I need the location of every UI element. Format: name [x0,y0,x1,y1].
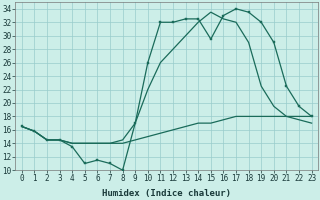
X-axis label: Humidex (Indice chaleur): Humidex (Indice chaleur) [102,189,231,198]
